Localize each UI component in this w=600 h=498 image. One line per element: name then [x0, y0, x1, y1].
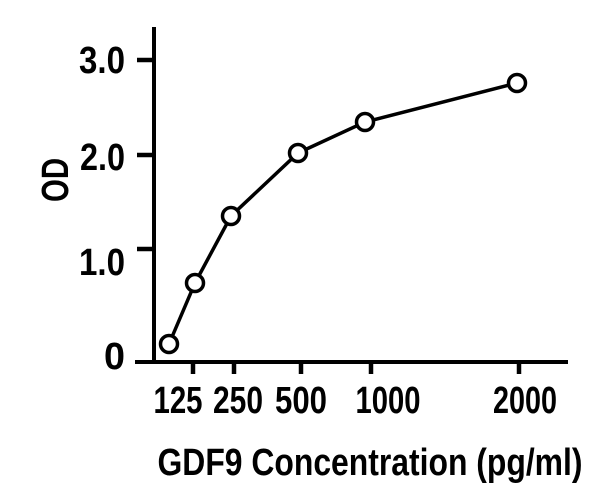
x-tick-label: 2000 — [493, 380, 557, 422]
data-point-marker — [354, 111, 376, 133]
axis-ticks — [137, 57, 522, 374]
data-point-marker — [158, 333, 180, 355]
y-tick-label: 2.0 — [80, 137, 125, 179]
x-tick-label: 1000 — [356, 380, 421, 422]
y-tick-label: 0 — [104, 336, 125, 378]
axes — [135, 27, 568, 364]
y-axis-title: OD — [35, 158, 77, 202]
data-point-marker — [184, 272, 206, 294]
axis-tick-labels: 3.0 2.0 1.0 0 125 250 500 1000 2000 — [79, 40, 557, 422]
x-axis-title: GDF9 Concentration (pg/ml) — [158, 442, 583, 484]
x-tick-label: 250 — [213, 380, 263, 422]
data-point-marker — [287, 142, 309, 164]
curve-series — [158, 72, 528, 355]
x-tick-label: 500 — [275, 380, 327, 422]
x-tick-label: 125 — [154, 380, 203, 422]
curve-line — [167, 81, 518, 345]
y-tick-label: 1.0 — [79, 242, 125, 284]
data-point-marker — [506, 72, 528, 94]
data-point-marker — [220, 205, 242, 227]
y-tick-label: 3.0 — [79, 40, 125, 82]
